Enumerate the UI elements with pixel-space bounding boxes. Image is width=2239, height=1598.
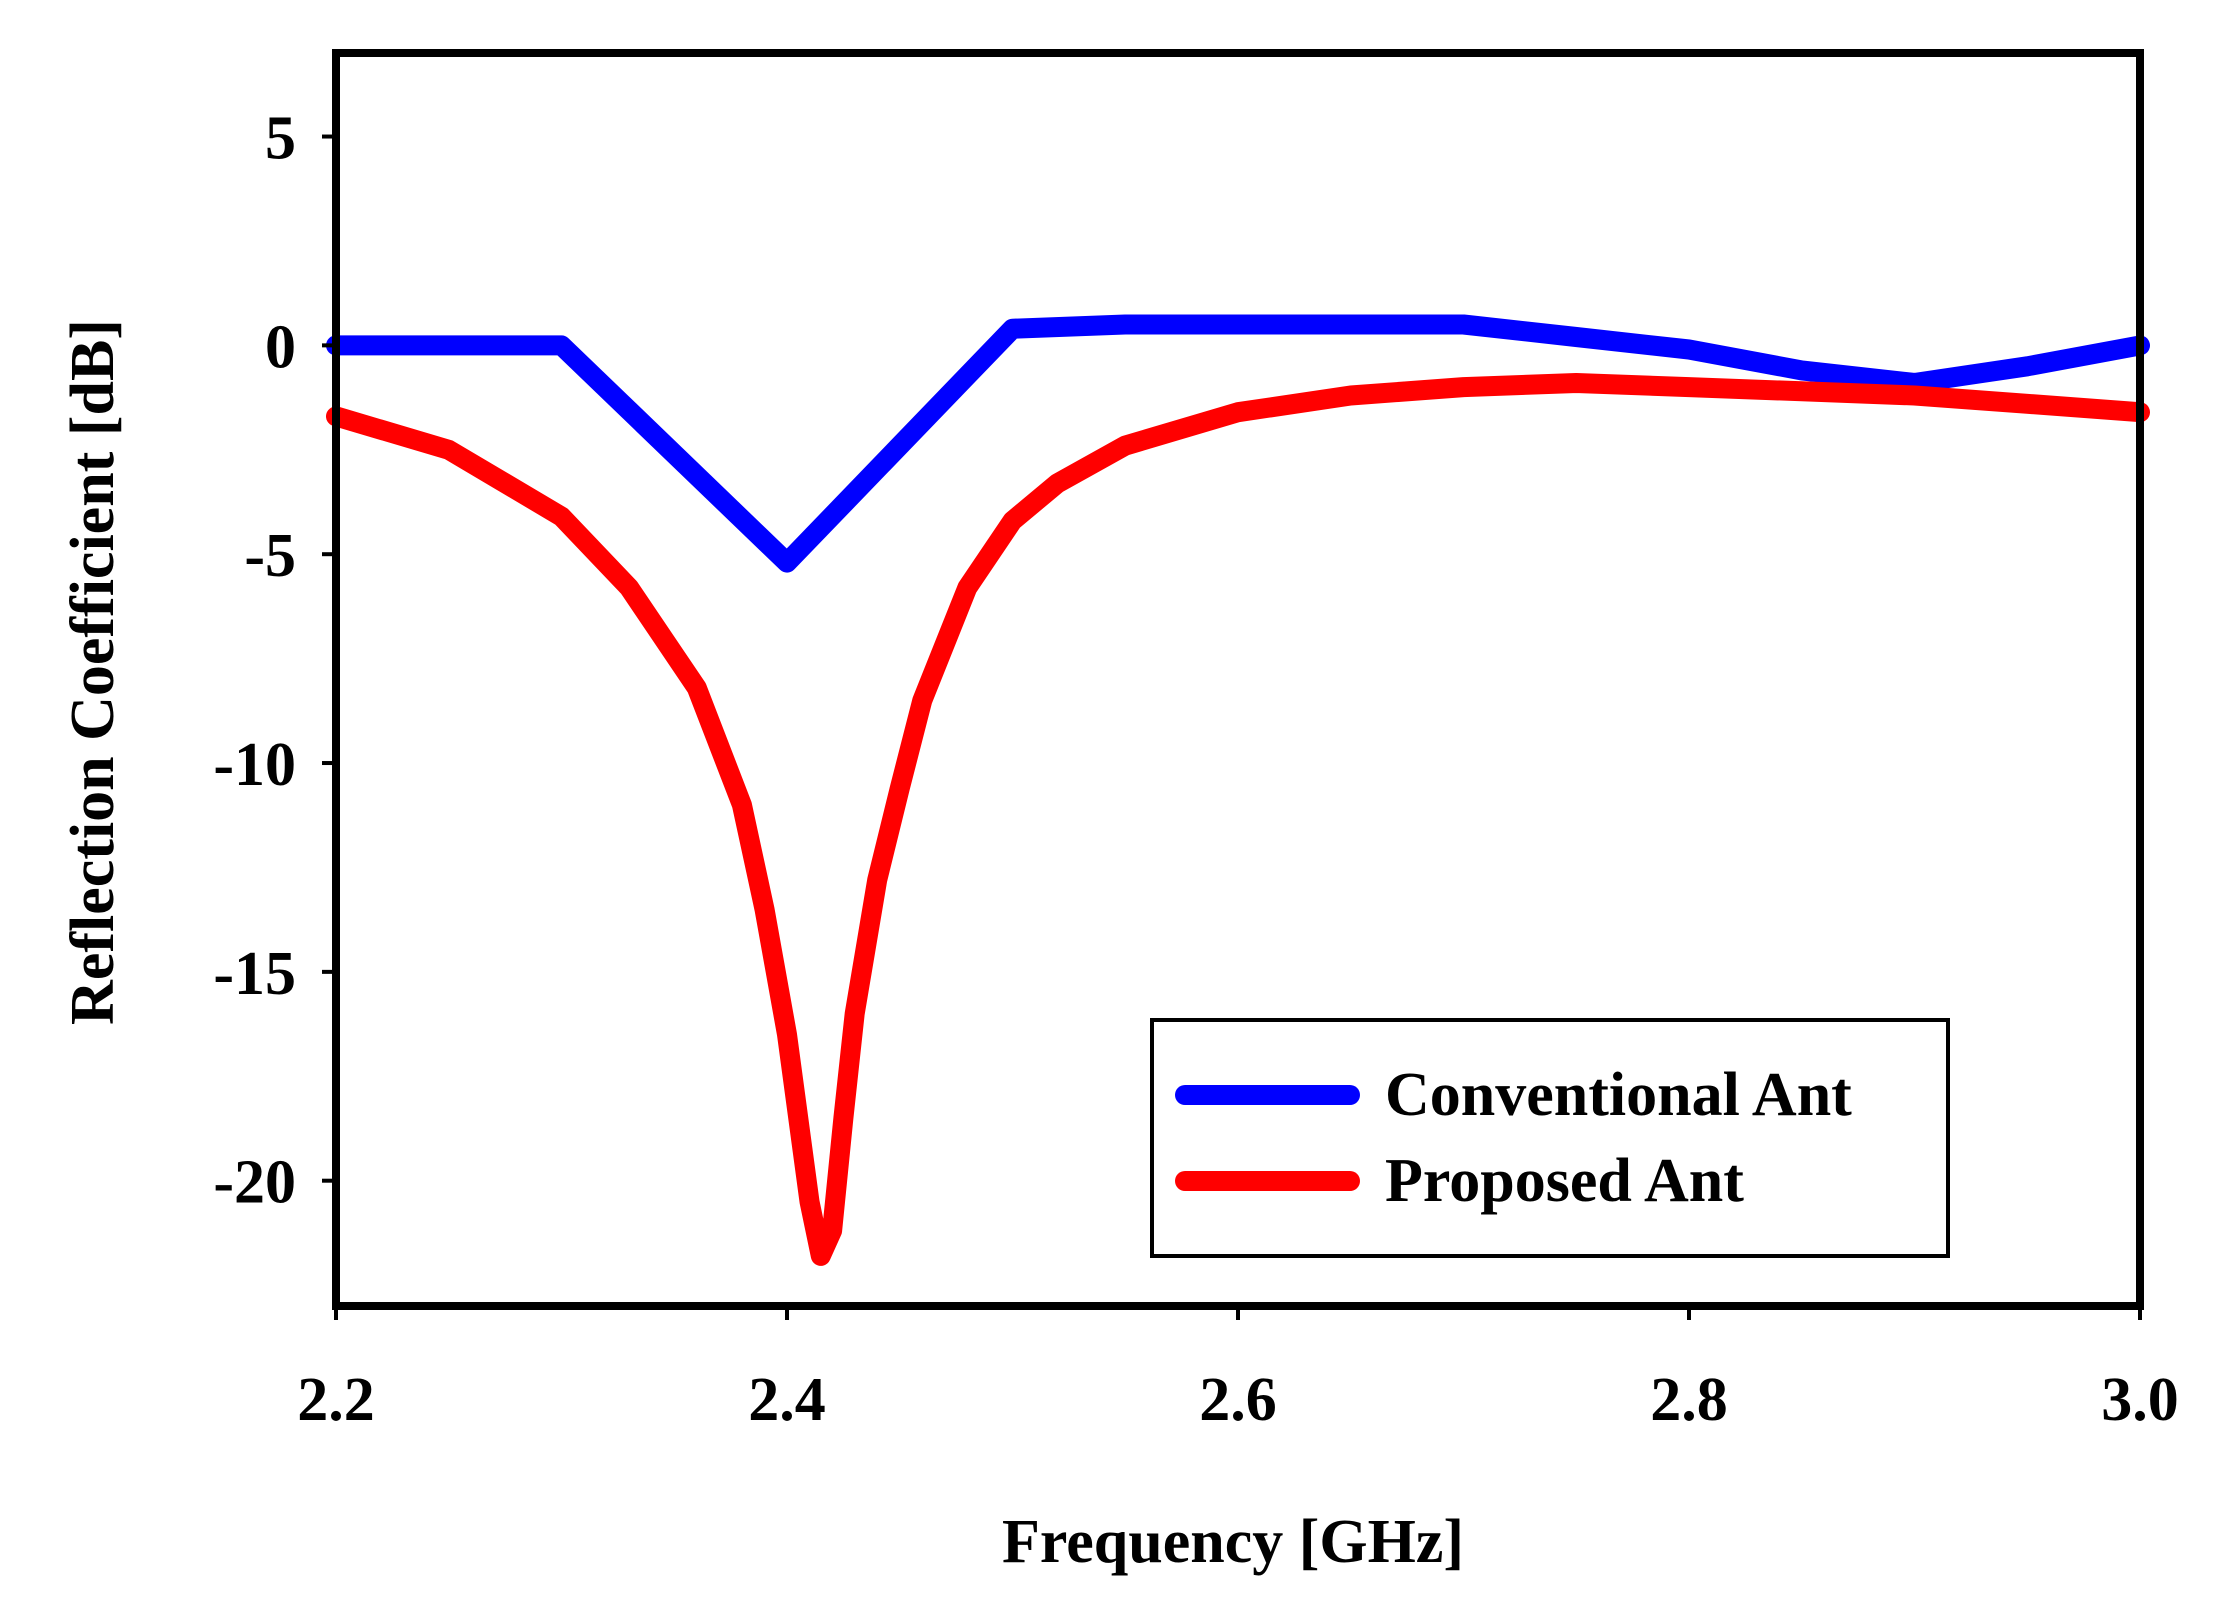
x-tick-label: 2.6 — [1199, 1366, 1277, 1434]
x-axis-title: Frequency [GHz] — [1002, 1508, 1464, 1576]
series-line-conventional-ant — [326, 314, 2150, 573]
y-tick-label: 5 — [265, 105, 296, 173]
legend-box — [1150, 1018, 1950, 1258]
y-tick-label: -10 — [213, 731, 296, 799]
legend-label-conventional: Conventional Ant — [1385, 1061, 1852, 1129]
y-tick-label: -15 — [213, 940, 296, 1008]
x-axis: 2.2 2.4 2.6 2.8 3.0 — [297, 1306, 2179, 1434]
x-tick-label: 2.4 — [748, 1366, 826, 1434]
y-tick-label: -20 — [213, 1149, 296, 1217]
legend-label-proposed: Proposed Ant — [1385, 1147, 1744, 1215]
series-line-proposed-ant — [326, 373, 2150, 1266]
y-axis-title: Reflection Coefficient [dB] — [59, 319, 127, 1025]
x-tick-label: 2.8 — [1650, 1366, 1728, 1434]
x-tick-label: 2.2 — [297, 1366, 375, 1434]
legend: Conventional Ant Proposed Ant — [1150, 1018, 1950, 1258]
y-tick-label: -5 — [244, 522, 296, 590]
y-tick-label: 0 — [265, 313, 296, 381]
y-axis: 5 0 -5 -10 -15 -20 — [213, 105, 336, 1217]
x-tick-label: 3.0 — [2101, 1366, 2179, 1434]
